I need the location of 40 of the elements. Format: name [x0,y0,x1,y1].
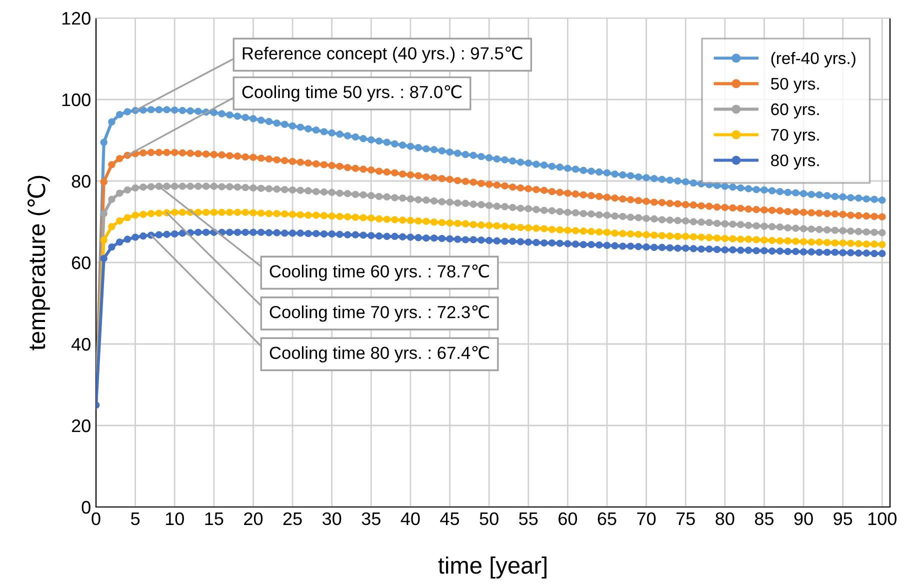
x-tick-label: 70 [637,512,656,526]
x-tick-label: 75 [676,512,695,526]
annotation: Reference concept (40 yrs.) : 97.5℃ [242,46,522,63]
x-tick-label: 50 [480,512,498,526]
y-tick-label: 120 [62,12,90,25]
legend-label: 70 yrs. [771,128,819,144]
x-tick-label: 35 [362,512,380,526]
x-tick-label: 30 [322,512,342,526]
x-tick-label: 0 [92,512,100,526]
x-tick-label: 10 [166,512,184,526]
y-tick-label: 100 [62,93,90,106]
legend-label: (ref-40 yrs.) [771,52,856,68]
x-tick-label: 45 [440,512,460,526]
x-tick-label: 60 [558,512,578,526]
legend-label: 50 yrs. [770,78,819,93]
legend-label: 80 yrs. [771,154,819,170]
y-tick-label: 0 [82,500,90,514]
x-tick-label: 15 [205,512,224,526]
x-tick-label: 90 [794,512,813,526]
x-tick-label: 40 [400,512,420,526]
annotation: Cooling time 70 yrs. : 72.3℃ [270,305,489,322]
annotation: Cooling time 80 yrs. : 67.4℃ [270,346,489,362]
x-tick-label: 25 [283,512,302,526]
y-tick-label: 80 [72,174,90,188]
x-tick-label: 95 [834,512,852,526]
annotation: Cooling time 50 yrs. : 87.0℃ [242,85,462,102]
x-tick-label: 5 [131,512,140,526]
y-tick-label: 60 [72,256,90,270]
x-tick-label: 65 [598,512,616,526]
y-tick-label: 40 [71,338,90,351]
x-tick-label: 80 [716,512,734,526]
x-tick-label: 55 [519,512,538,526]
x-tick-label: 85 [754,512,774,526]
x-tick-label: 100 [868,512,896,526]
legend-label: 60 yrs. [771,103,819,118]
x-axis-title: time [year] [438,556,546,578]
y-tick-label: 20 [72,419,90,432]
y-axis-title: temperature (℃) [27,176,50,350]
x-tick-label: 20 [244,512,263,526]
annotation: Cooling time 60 yrs. : 78.7℃ [270,264,489,281]
